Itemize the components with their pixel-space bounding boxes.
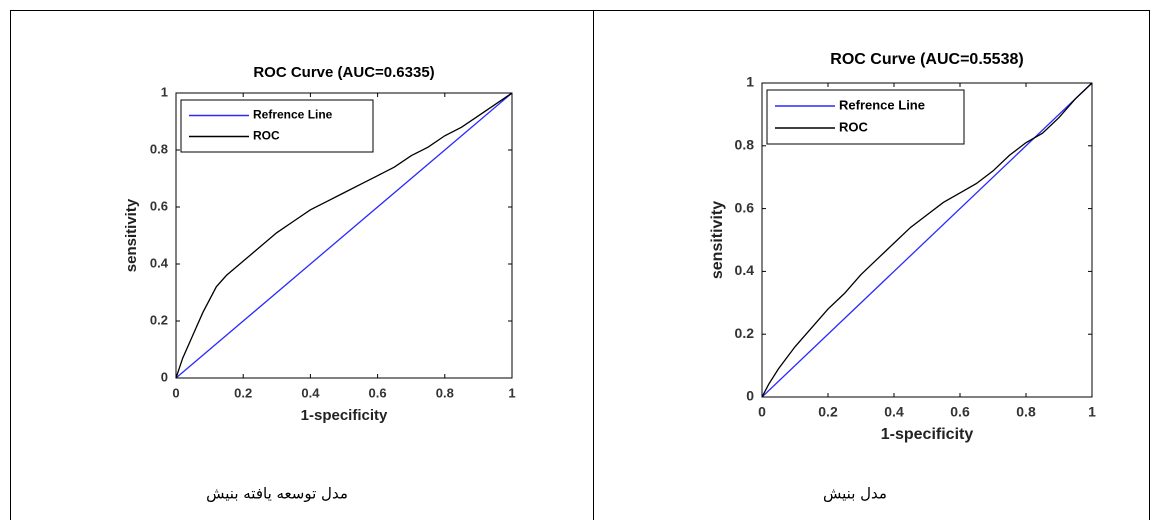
legend-label: ROC — [253, 129, 280, 143]
chart-title: ROC Curve (AUC=0.6335) — [253, 64, 434, 81]
y-tick-label: 0.8 — [735, 137, 755, 153]
y-axis-label: sensitivity — [709, 201, 726, 279]
y-tick-label: 0 — [161, 369, 168, 384]
y-tick-label: 0 — [746, 388, 754, 404]
y-tick-label: 0.4 — [735, 262, 755, 278]
x-tick-label: 0 — [172, 385, 179, 400]
x-tick-label: 1 — [508, 385, 515, 400]
x-axis-label: 1-specificity — [301, 407, 388, 424]
y-tick-label: 0.6 — [150, 198, 168, 213]
legend-label: ROC — [839, 119, 869, 134]
y-tick-label: 0.2 — [150, 312, 168, 327]
caption: مدل بنیش — [823, 485, 887, 503]
figure: 0 0.2 0.4 0.6 0.8 1 0 0.2 0.4 0.6 0.8 1 ROC Curve (A… — [0, 0, 1161, 520]
x-tick-label: 0.2 — [818, 404, 838, 420]
legend-label: Refrence Line — [839, 97, 925, 112]
y-tick-label: 0.8 — [150, 141, 168, 156]
y-axis-label: sensitivity — [123, 198, 140, 272]
x-tick-label: 0.4 — [884, 404, 904, 420]
legend-label: Refrence Line — [253, 108, 333, 122]
chart-title: ROC Curve (AUC=0.5538) — [830, 51, 1023, 68]
y-tick-label: 0.6 — [735, 199, 755, 215]
caption: مدل توسعه یافته بنیش — [206, 485, 348, 503]
x-tick-label: 0.2 — [234, 385, 252, 400]
x-tick-label: 1 — [1088, 404, 1096, 420]
y-tick-label: 0.2 — [735, 325, 755, 341]
y-tick-label: 0.4 — [150, 255, 169, 270]
x-tick-label: 0.6 — [369, 385, 387, 400]
x-axis-label: 1-specificity — [881, 426, 974, 443]
x-tick-label: 0 — [758, 404, 766, 420]
x-tick-label: 0.4 — [301, 385, 320, 400]
page: 0 0.2 0.4 0.6 0.8 1 0 0.2 0.4 0.6 0.8 1 ROC Curve (A… — [0, 0, 1161, 520]
y-tick-label: 1 — [746, 74, 754, 90]
x-tick-label: 0.6 — [950, 404, 970, 420]
y-tick-label: 1 — [161, 84, 168, 99]
x-tick-label: 0.8 — [1016, 404, 1036, 420]
x-tick-label: 0.8 — [436, 385, 454, 400]
